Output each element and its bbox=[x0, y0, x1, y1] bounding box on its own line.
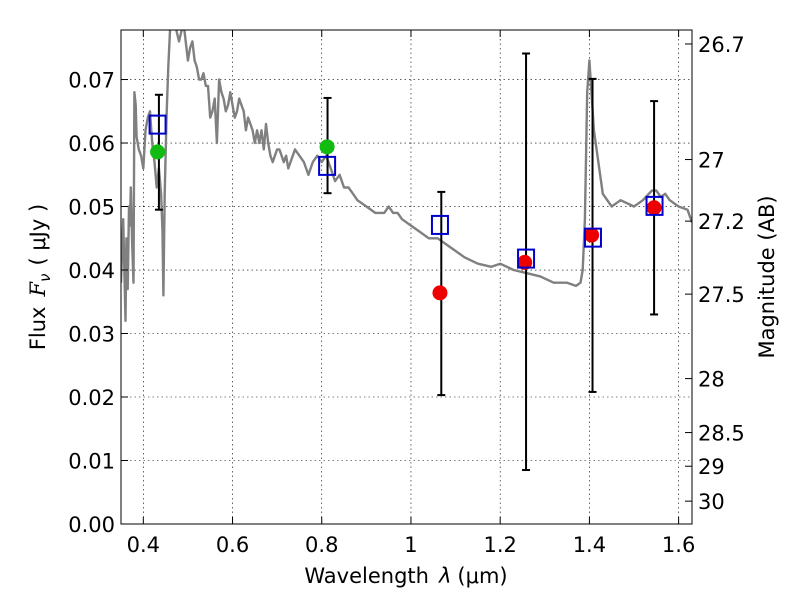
model-photometry-square bbox=[148, 114, 167, 135]
y-tick-label: 0.06 bbox=[68, 132, 115, 156]
data-point-circle bbox=[584, 227, 600, 243]
data-point-circle bbox=[432, 285, 448, 301]
y-axis-label: FluxFν( μJy ) bbox=[26, 204, 54, 350]
y2-axis-label: Magnitude (AB) bbox=[755, 195, 779, 358]
y2-tick-label: 28.5 bbox=[698, 422, 745, 446]
x-tick-label: 0.6 bbox=[216, 533, 249, 557]
data-point-circle bbox=[517, 254, 533, 270]
data-point-circle bbox=[646, 200, 662, 216]
y-tick-label: 0.02 bbox=[68, 386, 115, 410]
y2-tick-label: 27 bbox=[698, 149, 725, 173]
y2-tick-label: 28 bbox=[698, 368, 725, 392]
x-tick-label: 0.4 bbox=[127, 533, 160, 557]
model-photometry-square bbox=[318, 155, 337, 176]
model-photometry-square bbox=[645, 195, 664, 216]
model-spectrum-layer bbox=[121, 30, 692, 322]
y2-tick-label: 30 bbox=[698, 490, 725, 514]
y-tick-label: 0.07 bbox=[68, 69, 115, 93]
x-tick-label: 0.8 bbox=[305, 533, 338, 557]
axis-ticks: 0.4 0.6 0.8 1 1.2 1.4 1.6 0.00 0.01 0.02 0.03 0.04 0… bbox=[68, 30, 745, 557]
y-tick-label: 0.05 bbox=[68, 196, 115, 220]
data-point-circle bbox=[150, 144, 166, 160]
x-tick-label: 1 bbox=[404, 533, 417, 557]
data-markers bbox=[148, 114, 664, 301]
y-tick-label: 0.01 bbox=[68, 450, 115, 474]
plot-frame bbox=[120, 29, 693, 525]
x-tick-label: 1.2 bbox=[483, 533, 516, 557]
y2-tick-label: 29 bbox=[698, 455, 725, 479]
x-axis-label: Wavelength λ (μm) bbox=[304, 564, 507, 588]
y2-tick-label: 27.2 bbox=[698, 210, 745, 234]
model-spectrum-line bbox=[121, 30, 692, 322]
model-photometry-square bbox=[583, 227, 602, 248]
y2-tick-label: 27.5 bbox=[698, 283, 745, 307]
x-tick-label: 1.4 bbox=[573, 533, 606, 557]
y-tick-label: 0.04 bbox=[68, 259, 115, 283]
data-point-circle bbox=[319, 139, 335, 155]
y2-tick-label: 26.7 bbox=[698, 33, 745, 57]
model-photometry-square bbox=[517, 248, 536, 269]
x-tick-label: 1.6 bbox=[662, 533, 695, 557]
y-tick-label: 0.00 bbox=[68, 513, 115, 537]
y-tick-label: 0.03 bbox=[68, 323, 115, 347]
model-photometry-square bbox=[430, 214, 449, 235]
